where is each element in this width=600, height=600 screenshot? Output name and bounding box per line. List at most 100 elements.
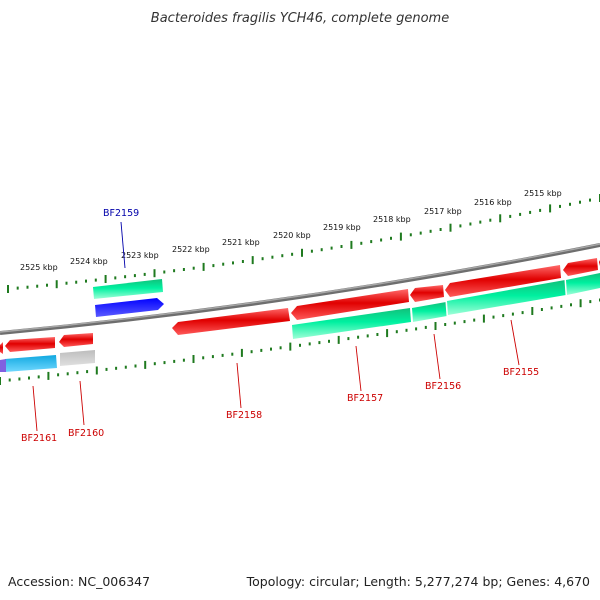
scale-dot (28, 376, 30, 380)
scale-dot (271, 255, 274, 259)
scale-dot (509, 214, 512, 218)
gene-feature-green[interactable] (566, 273, 600, 295)
scale-dot (502, 314, 505, 318)
gene-feature[interactable] (563, 258, 598, 276)
scale-major-tick (499, 214, 502, 223)
leader-line-bf2161 (32, 385, 38, 432)
scale-dot (299, 343, 301, 347)
scale-label: 2516 kbp (474, 198, 512, 207)
scale-dot (153, 362, 156, 366)
gene-feature-cyan[interactable] (5, 355, 57, 372)
scale-dot (459, 224, 462, 228)
scale-dot (192, 266, 195, 270)
genome-backbone (0, 243, 600, 335)
scale-major-tick (301, 248, 303, 257)
scale-dot (360, 241, 363, 245)
scale-dot (26, 285, 29, 289)
scale-major-tick (531, 307, 534, 315)
gene-separator (564, 279, 567, 296)
scale-major-tick (144, 360, 147, 369)
leader-line-bf2158 (236, 362, 242, 409)
scale-dot (320, 248, 323, 252)
scale-dot (57, 373, 60, 377)
scale-dot (163, 361, 166, 365)
gene-label-bf2156[interactable]: BF2156 (425, 381, 461, 392)
gene-bf2158-feature[interactable] (172, 308, 290, 335)
scale-dot (489, 218, 492, 222)
scale-dot (569, 202, 571, 206)
gene-bf2160-feature[interactable] (59, 333, 93, 347)
gene-label-bf2160[interactable]: BF2160 (68, 428, 104, 439)
scale-dot (163, 270, 166, 274)
scale-dot (511, 312, 514, 316)
scale-dot (473, 318, 476, 322)
scale-major-tick (289, 342, 292, 351)
scale-major-tick (55, 280, 58, 289)
scale-dot (105, 367, 108, 371)
scale-dot (366, 334, 369, 338)
gene-label-bf2159[interactable]: BF2159 (103, 208, 139, 219)
scale-major-tick (0, 377, 1, 385)
scale-dot (463, 320, 466, 324)
scale-label: 2515 kbp (524, 189, 562, 198)
scale-major-tick (47, 371, 50, 380)
scale-dot (182, 268, 185, 271)
scale-dot (589, 198, 591, 202)
scale-label: 2517 kbp (424, 207, 462, 216)
scale-dot (279, 346, 282, 350)
scale-dot (211, 355, 214, 359)
gene-label-bf2155[interactable]: BF2155 (503, 367, 539, 378)
scale-major-tick (549, 204, 552, 213)
scale-dot (46, 283, 48, 287)
scale-dot (429, 229, 432, 233)
gene-feature-purple[interactable] (0, 359, 6, 372)
scale-dot (124, 275, 127, 279)
leader-line-bf2156 (433, 333, 441, 380)
scale-dot (347, 337, 350, 341)
scale-dot (85, 279, 87, 283)
scale-dot (270, 347, 272, 351)
scale-major-tick (7, 285, 9, 293)
gene-label-bf2161[interactable]: BF2161 (21, 433, 57, 444)
scale-major-tick (434, 322, 437, 330)
gene-feature[interactable] (0, 342, 3, 354)
leader-line-bf2155 (510, 319, 520, 366)
gene-feature-green[interactable] (412, 302, 447, 322)
scale-dot (409, 233, 412, 237)
scale-dot (453, 321, 456, 325)
scale-major-tick (482, 314, 485, 323)
gene-label-bf2158[interactable]: BF2158 (226, 410, 262, 421)
scale-dot (405, 328, 408, 332)
scale-dot (241, 260, 244, 263)
gene-bf2159-feature-green[interactable] (93, 279, 163, 299)
chart-title: Bacteroides fragilis YCH46, complete gen… (151, 11, 449, 26)
scale-dot (133, 274, 136, 278)
gene-separator (410, 307, 413, 323)
leader-line-bf2159 (120, 221, 126, 269)
scale-dot (86, 370, 89, 374)
gene-label-bf2157[interactable]: BF2157 (347, 393, 383, 404)
gene-bf2155-feature[interactable] (445, 265, 561, 297)
scale-dot (357, 335, 360, 339)
gene-feature-green[interactable] (447, 280, 566, 315)
scale-labels: 2525 kbp 2524 kbp 2523 kbp 2522 kbp 2521… (20, 189, 562, 272)
scale-dot (479, 220, 482, 224)
scale-dot (231, 352, 234, 356)
scale-label: 2522 kbp (172, 245, 210, 254)
scale-label: 2523 kbp (121, 251, 159, 260)
gene-feature-green[interactable] (292, 308, 411, 339)
scale-dot (261, 257, 264, 261)
gene-bf2157-feature[interactable] (291, 289, 409, 320)
scale-major-tick (95, 366, 98, 375)
scale-dot (222, 262, 225, 266)
gene-bf2156-feature[interactable] (410, 285, 444, 302)
gene-bf2159-feature[interactable] (95, 298, 164, 317)
leader-line-bf2160 (79, 380, 85, 426)
scale-dot (202, 356, 205, 360)
scale-major-tick (337, 335, 340, 344)
gene-feature-grey[interactable] (60, 350, 95, 366)
leader-line-bf2157 (355, 345, 362, 392)
scale-dot (232, 261, 234, 265)
gene-bf2161-feature[interactable] (5, 337, 55, 352)
